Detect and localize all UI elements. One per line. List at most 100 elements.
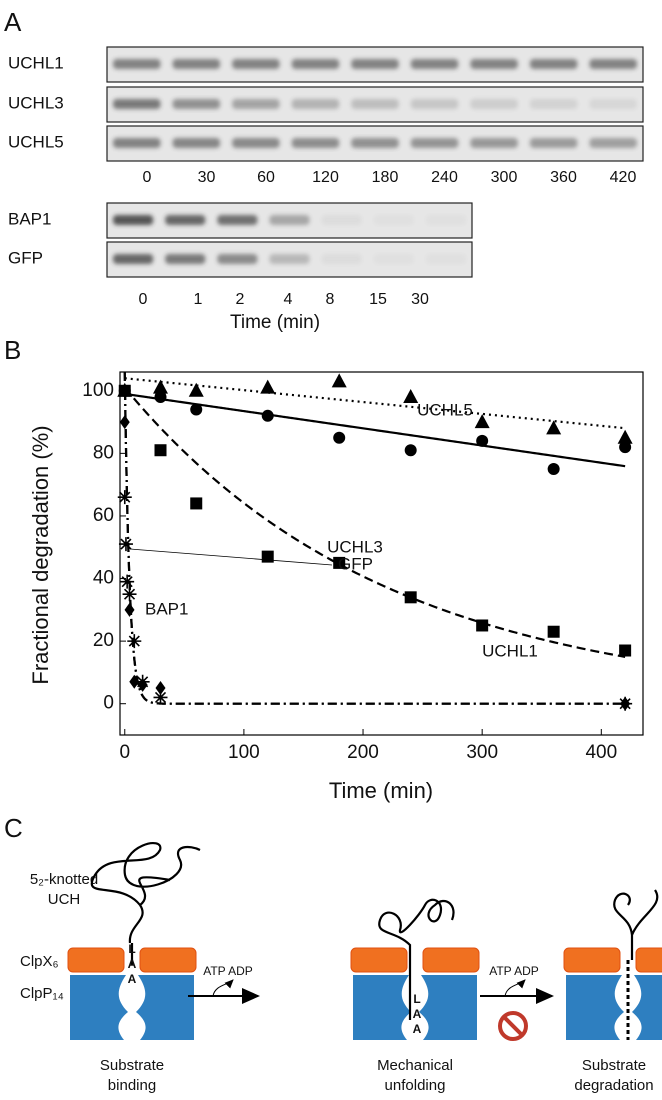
gel-time-label: 0: [139, 291, 148, 308]
step-label: degradation: [574, 1077, 653, 1094]
fit-curve: [124, 377, 626, 430]
data-point: [474, 414, 490, 429]
gel-band: [529, 138, 578, 148]
data-point: [120, 574, 135, 589]
y-tick-label: 40: [93, 568, 114, 589]
gel-band: [351, 138, 399, 148]
data-point: [190, 403, 203, 416]
gel-band: [321, 215, 362, 225]
y-tick-label: 60: [93, 505, 114, 526]
gel-row-label: BAP1: [8, 209, 51, 228]
y-axis-label: Fractional degradation (%): [28, 425, 53, 684]
fit-curve: [124, 392, 626, 468]
arrow: [212, 979, 234, 997]
gel-band: [374, 254, 414, 264]
x-tick-label: 200: [347, 742, 379, 763]
data-point: [129, 674, 140, 689]
fit-curve: [123, 386, 626, 658]
gel-row-label: UCHL5: [8, 132, 64, 151]
y-tick-label: 100: [82, 380, 114, 401]
arrow: [504, 979, 526, 997]
series-label: GFP: [338, 554, 373, 573]
data-point: [333, 431, 346, 444]
degron-letter: L: [128, 942, 135, 956]
data-point: [261, 550, 274, 563]
diagram-label: ClpP₁₄: [20, 985, 64, 1002]
data-point: [404, 591, 417, 604]
series-label: BAP1: [145, 599, 188, 618]
data-point: [619, 644, 632, 657]
gel-band: [172, 59, 221, 69]
data-point: [619, 441, 632, 454]
gel-time-label: 8: [326, 291, 335, 308]
gel-band: [113, 59, 161, 69]
panel-a: A Time (min): [4, 7, 320, 333]
gel-time-label: 120: [312, 169, 339, 186]
gel-band: [291, 59, 340, 69]
gel-band: [165, 254, 206, 264]
gel-band: [589, 59, 637, 69]
diagram-label: 5₂-knotted: [30, 871, 98, 888]
data-point: [547, 463, 560, 476]
degron-letter: A: [128, 972, 137, 986]
step-label: unfolding: [385, 1077, 446, 1094]
x-tick-label: 0: [119, 742, 130, 763]
data-point: [118, 537, 133, 552]
gel-time-label: 180: [372, 169, 399, 186]
gel-band: [470, 59, 518, 69]
clpx-ring: [635, 947, 662, 973]
data-point: [155, 681, 166, 696]
gel-band: [232, 59, 280, 69]
gel-time-label: 300: [491, 169, 518, 186]
gel-band: [426, 215, 466, 225]
gel-band: [172, 138, 221, 148]
data-point: [546, 420, 562, 435]
gel-band: [351, 99, 399, 109]
data-point: [119, 415, 130, 430]
series-label: UCHL3: [327, 537, 383, 556]
gel-band: [269, 215, 310, 225]
gel-time-label: 240: [431, 169, 458, 186]
data-point: [153, 690, 168, 705]
clpp-ring: [353, 975, 411, 1040]
panel-label: C: [4, 813, 23, 843]
degron-letter: L: [413, 992, 420, 1006]
gel-band: [217, 254, 258, 264]
panel-label: B: [4, 335, 21, 365]
clp-complex: [563, 947, 662, 1040]
gel-band: [232, 138, 280, 148]
gel-band: [410, 99, 459, 109]
degron-letter: A: [128, 957, 137, 971]
gel-band: [470, 99, 518, 109]
fits: [123, 372, 626, 705]
clpp-ring: [136, 975, 194, 1040]
gel-time-label: 60: [257, 169, 275, 186]
x-tick-label: 400: [585, 742, 617, 763]
gel-band: [470, 138, 518, 148]
gel-band: [589, 99, 637, 109]
series-label: UCHL1: [482, 641, 538, 660]
leader-line: [129, 548, 333, 566]
gel-axis-label: Time (min): [230, 312, 320, 333]
gel-band: [426, 254, 466, 264]
diagram-label: ATP ADP: [203, 964, 253, 978]
gel-row-label: GFP: [8, 248, 43, 267]
gel-time-label: 30: [198, 169, 216, 186]
clpx-ring: [139, 947, 197, 973]
gel-band: [172, 99, 221, 109]
clpp-ring: [419, 975, 477, 1040]
degrading-protein: [613, 889, 659, 960]
no-sign: [498, 1011, 528, 1041]
gel-band: [269, 254, 310, 264]
y-tick-label: 80: [93, 442, 114, 463]
clp-complex: [350, 947, 480, 1040]
gel-band: [113, 99, 161, 109]
degron-letter: A: [413, 1022, 422, 1036]
data-point: [261, 409, 274, 422]
gel-band: [410, 138, 459, 148]
clpp-ring: [566, 975, 624, 1040]
clpx-ring: [350, 947, 408, 973]
data-point: [190, 497, 203, 510]
step-label: Substrate: [582, 1057, 646, 1074]
diagram-label: ATP ADP: [489, 964, 539, 978]
